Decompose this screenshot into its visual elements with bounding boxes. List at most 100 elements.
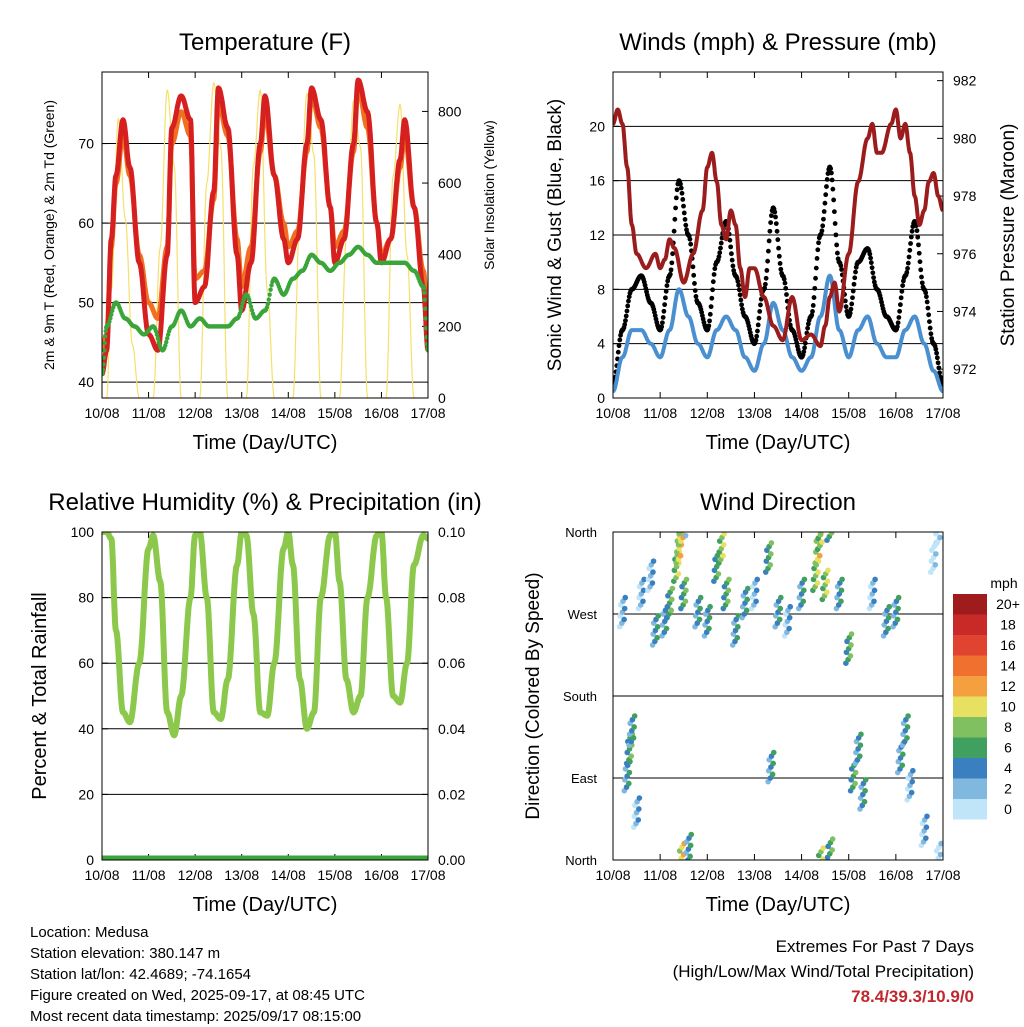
panel-title: Relative Humidity (%) & Precipitation (i… <box>48 489 481 516</box>
gust-point <box>809 312 815 318</box>
gust-point <box>834 242 840 248</box>
direction-point <box>904 724 911 730</box>
gust-point <box>828 170 834 176</box>
panel-temperature: Temperature (F) 10/08 11/08 12/08 13/08 14/08… <box>41 29 497 454</box>
y-tick-label: West <box>568 607 598 622</box>
series-point <box>423 316 428 321</box>
direction-point <box>838 587 845 594</box>
wind-line <box>613 273 943 394</box>
gust-point <box>813 275 818 281</box>
gust-point <box>727 237 733 243</box>
x-axis-label: Time (Day/UTC) <box>193 894 338 916</box>
gust-point <box>776 245 781 251</box>
series-point <box>421 286 427 291</box>
direction-point <box>668 607 675 614</box>
gust-point <box>801 349 807 355</box>
x-tick-label: 17/08 <box>410 867 445 883</box>
direction-point <box>776 616 783 623</box>
direction-point <box>900 751 906 758</box>
gust-point <box>693 294 699 299</box>
gust-point <box>937 370 943 376</box>
gust-point <box>660 320 665 326</box>
panel-wind-direction: Wind Direction 10/08 11/08 12/08 13/08 14/08 1… <box>523 489 1020 916</box>
direction-point <box>682 532 689 539</box>
y-tick-label: East <box>571 771 597 786</box>
x-tick-label: 11/08 <box>132 405 166 421</box>
series-line <box>613 107 943 349</box>
gust-point <box>683 222 689 228</box>
gust-point <box>907 247 913 253</box>
gust-point <box>776 253 782 259</box>
gust-point <box>905 260 911 266</box>
series-group <box>616 532 943 860</box>
direction-point <box>768 551 774 557</box>
y-tick-label: 20 <box>589 118 605 134</box>
direction-point <box>753 587 760 594</box>
colorbar-label: 0 <box>1004 801 1012 817</box>
gust-point <box>736 282 741 288</box>
gust-point <box>828 166 834 171</box>
direction-point <box>754 576 761 583</box>
gust-point <box>669 260 675 266</box>
x-tick-label: 10/08 <box>84 405 119 421</box>
series-point <box>163 343 168 348</box>
x-axis-label: Time (Day/UTC) <box>193 432 338 454</box>
direction-point <box>824 589 830 595</box>
direction-point <box>885 614 892 621</box>
direction-point <box>778 594 784 601</box>
direction-point <box>767 562 774 568</box>
y-tick-label: North <box>565 853 597 868</box>
location-text: Location: Medusa <box>30 924 149 941</box>
direction-point <box>923 835 929 841</box>
direction-point <box>817 532 824 538</box>
gust-point <box>839 267 844 272</box>
colorbar-label: 14 <box>1000 658 1016 674</box>
gust-point <box>710 287 715 293</box>
gust-point <box>850 288 856 294</box>
series-line <box>102 77 428 377</box>
direction-point <box>852 769 859 776</box>
gust-point <box>688 241 694 247</box>
direction-point <box>650 569 656 575</box>
gust-point <box>784 292 789 297</box>
gust-point <box>764 268 770 273</box>
series-point <box>102 348 107 353</box>
direction-point <box>829 836 836 842</box>
direction-point <box>895 594 902 601</box>
y-tick-label: 8 <box>597 281 605 297</box>
gust-point <box>755 322 761 328</box>
direction-point <box>663 625 670 632</box>
series-point <box>268 287 273 292</box>
direction-point <box>904 735 910 741</box>
gust-point <box>924 299 930 305</box>
x-tick-label: 14/08 <box>784 867 819 883</box>
y-tick-label: 80 <box>78 590 94 606</box>
series-point <box>424 334 428 340</box>
direction-point <box>801 587 807 594</box>
gust-point <box>868 255 873 261</box>
x-tick-label: 11/08 <box>132 867 166 883</box>
series-group <box>102 532 428 860</box>
gust-point <box>758 302 763 308</box>
series-point <box>422 290 427 295</box>
direction-point <box>697 594 704 601</box>
direction-point <box>697 605 703 612</box>
x-tick-label: 12/08 <box>690 867 725 883</box>
gust-point <box>692 281 697 286</box>
direction-point <box>636 806 642 812</box>
gust-point <box>869 265 875 271</box>
direction-point <box>631 724 637 730</box>
gust-point <box>778 266 784 272</box>
direction-point <box>734 634 741 641</box>
gust-point <box>692 288 698 294</box>
x-tick-label: 15/08 <box>317 867 352 883</box>
gust-point <box>810 303 816 308</box>
direction-point <box>909 778 916 785</box>
gust-point <box>924 294 929 300</box>
gust-point <box>812 285 818 291</box>
direction-point <box>937 851 943 858</box>
series-point <box>107 319 112 324</box>
y-right-tick-label: 980 <box>953 130 977 146</box>
extremes-subtitle: (High/Low/Max Wind/Total Precipitation) <box>672 962 974 981</box>
